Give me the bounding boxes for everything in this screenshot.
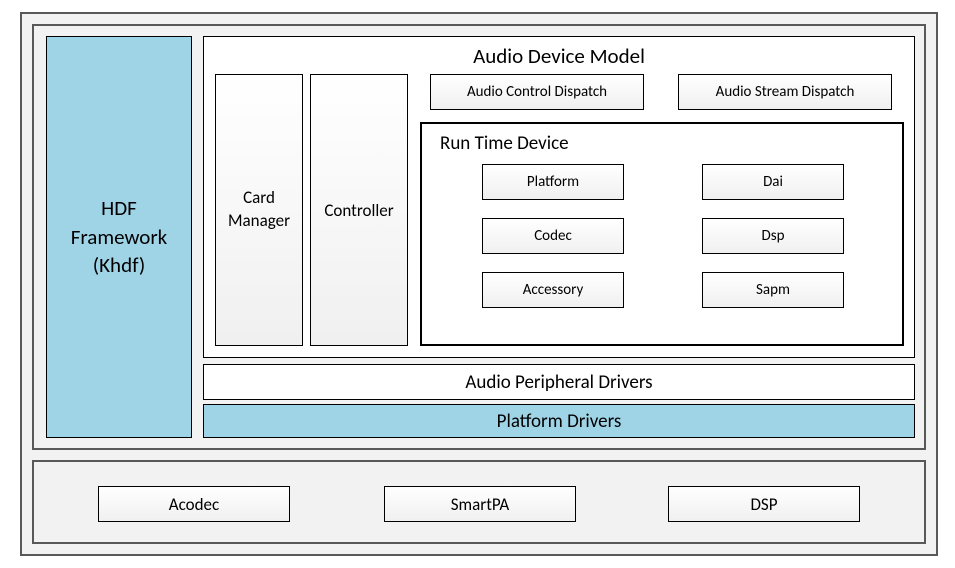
audio-control-dispatch-label: Audio Control Dispatch <box>467 83 607 101</box>
smartpa-box: SmartPA <box>384 486 576 522</box>
sapm-label: Sapm <box>756 281 790 299</box>
dsp-bottom-label: DSP <box>750 494 777 515</box>
platform-box: Platform <box>482 164 624 200</box>
acodec-box: Acodec <box>98 486 290 522</box>
card-manager-box: Card Manager <box>215 74 303 346</box>
dai-label: Dai <box>763 173 783 191</box>
accessory-box: Accessory <box>482 272 624 308</box>
dsp-rt-box: Dsp <box>702 218 844 254</box>
dsp-bottom-box: DSP <box>668 486 860 522</box>
dsp-rt-label: Dsp <box>762 227 785 245</box>
audio-stream-dispatch-label: Audio Stream Dispatch <box>716 83 855 101</box>
platform-drivers-label: Platform Drivers <box>497 410 622 433</box>
codec-label: Codec <box>534 227 572 245</box>
audio-stream-dispatch-box: Audio Stream Dispatch <box>678 74 892 110</box>
audio-peripheral-drivers-label: Audio Peripheral Drivers <box>465 371 652 394</box>
dai-box: Dai <box>702 164 844 200</box>
platform-label: Platform <box>527 173 579 191</box>
sapm-box: Sapm <box>702 272 844 308</box>
run-time-device-title: Run Time Device <box>420 128 904 158</box>
hdf-framework-box: HDF Framework (Khdf) <box>46 36 192 438</box>
hdf-framework-label: HDF Framework (Khdf) <box>71 194 167 279</box>
smartpa-label: SmartPA <box>451 494 510 515</box>
platform-drivers-box: Platform Drivers <box>203 404 915 438</box>
audio-control-dispatch-box: Audio Control Dispatch <box>430 74 644 110</box>
acodec-label: Acodec <box>169 494 219 515</box>
codec-box: Codec <box>482 218 624 254</box>
audio-peripheral-drivers-box: Audio Peripheral Drivers <box>203 364 915 400</box>
controller-box: Controller <box>310 74 408 346</box>
card-manager-label: Card Manager <box>228 187 290 233</box>
audio-device-model-title: Audio Device Model <box>203 40 915 72</box>
accessory-label: Accessory <box>523 281 584 299</box>
controller-label: Controller <box>324 200 393 221</box>
